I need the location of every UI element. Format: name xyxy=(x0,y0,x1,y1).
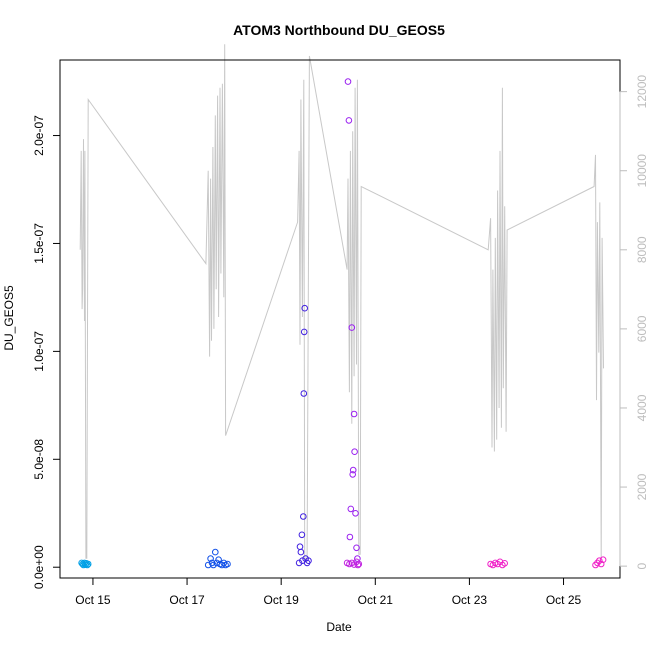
data-point-3-8 xyxy=(300,328,308,336)
data-point-3-1 xyxy=(295,559,303,567)
data-point-2-12 xyxy=(224,560,231,568)
data-point-2-10 xyxy=(220,559,228,567)
x-tick-label: Oct 21 xyxy=(358,593,394,607)
y2-tick-label: 10000 xyxy=(635,154,649,188)
data-point-3-6 xyxy=(300,513,307,520)
data-point-3-9 xyxy=(301,304,309,312)
data-point-4-10 xyxy=(352,510,359,517)
data-point-4-4 xyxy=(347,505,355,513)
data-point-3-12 xyxy=(305,557,312,565)
data-points xyxy=(78,78,607,569)
y2-tick-label: 2000 xyxy=(635,473,649,500)
data-point-3-7 xyxy=(300,390,308,397)
data-point-4-6 xyxy=(349,471,357,478)
y2-tick-label: 12000 xyxy=(635,75,649,109)
data-point-3-3 xyxy=(297,548,305,556)
y-tick-label: 1.0e-07 xyxy=(32,331,46,372)
x-tick-label: Oct 25 xyxy=(546,593,582,607)
data-point-4-7 xyxy=(349,466,357,474)
y-axis-left: 0.0e+00 5.0e-08 1.0e-07 1.5e-07 2.0e-07 xyxy=(32,115,61,589)
y2-tick-label: 6000 xyxy=(635,315,649,342)
altitude-line xyxy=(79,44,604,559)
data-point-1-8 xyxy=(84,560,92,568)
x-axis: Oct 15 Oct 17 Oct 19 Oct 21 Oct 23 Oct 25 xyxy=(75,577,582,607)
x-tick-label: Oct 15 xyxy=(75,593,111,607)
x-axis-label: Date xyxy=(326,620,352,634)
data-point-4-5 xyxy=(348,324,356,331)
y-tick-label: 2.0e-07 xyxy=(32,115,46,156)
data-point-4-3 xyxy=(346,533,354,541)
data-point-5-6 xyxy=(354,561,362,569)
data-point-6-12 xyxy=(599,556,607,564)
y2-tick-label: 0 xyxy=(635,562,649,569)
x-tick-label: Oct 19 xyxy=(263,593,299,607)
data-point-3-2 xyxy=(296,543,304,551)
y-axis-right: 0 2000 4000 6000 8000 10000 12000 xyxy=(619,75,649,569)
data-point-2-7 xyxy=(215,556,222,564)
data-point-2-5 xyxy=(212,548,219,556)
data-point-6-7 xyxy=(501,560,509,567)
data-point-1-7 xyxy=(84,561,91,569)
plot-frame xyxy=(59,59,621,579)
data-point-6-11 xyxy=(597,560,605,568)
data-point-1-1 xyxy=(78,559,85,567)
y-tick-label: 0.0e+00 xyxy=(32,545,46,589)
data-point-4-8 xyxy=(350,410,358,418)
y-tick-label: 1.5e-07 xyxy=(32,223,46,264)
data-point-2-4 xyxy=(210,561,217,569)
x-tick-label: Oct 17 xyxy=(169,593,205,607)
altitude-series xyxy=(79,44,604,559)
data-point-3-4 xyxy=(298,531,306,539)
y-axis-label: DU_GEOS5 xyxy=(2,285,16,351)
data-point-4-2 xyxy=(345,117,353,124)
data-point-5-7 xyxy=(355,560,363,568)
y2-tick-label: 4000 xyxy=(635,394,649,421)
data-point-4-1 xyxy=(344,78,352,85)
data-point-4-9 xyxy=(351,448,358,456)
y2-tick-label: 8000 xyxy=(635,236,649,263)
data-point-6-10 xyxy=(596,557,603,565)
data-point-2-2 xyxy=(207,555,214,562)
chart-title: ATOM3 Northbound DU_GEOS5 xyxy=(233,22,445,38)
data-point-4-11 xyxy=(353,544,360,552)
y-tick-label: 5.0e-08 xyxy=(32,439,46,480)
x-tick-label: Oct 23 xyxy=(452,593,488,607)
